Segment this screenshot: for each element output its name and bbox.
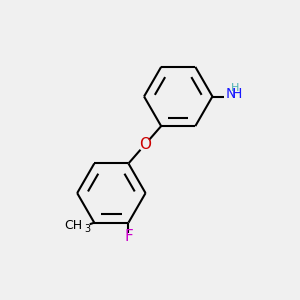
Text: H: H — [231, 86, 242, 100]
Text: 3: 3 — [84, 224, 90, 234]
Text: F: F — [124, 229, 133, 244]
Text: H: H — [231, 83, 239, 94]
Text: N: N — [226, 86, 236, 100]
Text: CH: CH — [64, 219, 83, 232]
Text: O: O — [139, 137, 151, 152]
